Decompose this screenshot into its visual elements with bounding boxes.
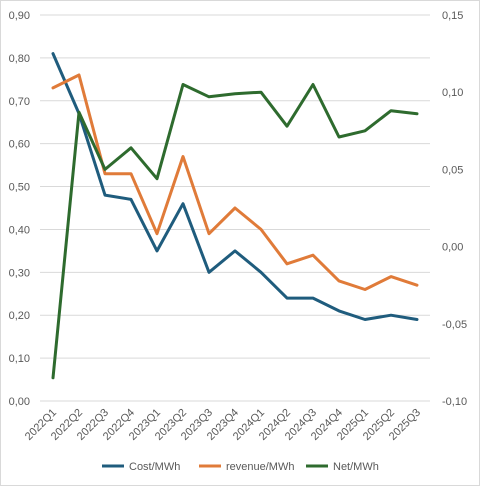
series-lines [51, 52, 419, 380]
left-tick-label: 0,20 [9, 310, 30, 322]
right-tick-label: 0,00 [442, 242, 463, 254]
right-tick-label: -0,10 [442, 396, 467, 408]
left-tick-label: 0,90 [9, 10, 30, 22]
legend-label: Net/MWh [333, 461, 379, 473]
series-line-revenue-mwh [51, 73, 419, 291]
right-tick-label: 0,10 [442, 87, 463, 99]
legend: Cost/MWh revenue/MWh Net/MWh [102, 461, 379, 473]
x-axis-ticks: 2022Q12022Q22022Q32022Q42023Q12023Q22023… [23, 407, 423, 443]
left-tick-label: 0,40 [9, 224, 30, 236]
series-line-cost-mwh [51, 52, 419, 321]
right-tick-label: 0,15 [442, 10, 463, 22]
right-tick-label: 0,05 [442, 164, 463, 176]
left-tick-label: 0,00 [9, 396, 30, 408]
left-tick-label: 0,10 [9, 353, 30, 365]
legend-label: Cost/MWh [129, 461, 180, 473]
left-tick-label: 0,80 [9, 53, 30, 65]
legend-label: revenue/MWh [226, 461, 294, 473]
left-axis-ticks: 0,00 0,10 0,20 0,30 0,40 0,50 0,60 0,70 0,80 0,90 [9, 10, 30, 408]
series-line-net-mwh [51, 83, 419, 380]
left-tick-label: 0,50 [9, 182, 30, 194]
gridlines [40, 14, 430, 402]
left-tick-label: 0,70 [9, 96, 30, 108]
right-axis-ticks: -0,10 -0,05 0,00 0,05 0,10 0,15 [442, 10, 467, 408]
left-tick-label: 0,60 [9, 139, 30, 151]
left-tick-label: 0,30 [9, 267, 30, 279]
right-tick-label: -0,05 [442, 319, 467, 331]
